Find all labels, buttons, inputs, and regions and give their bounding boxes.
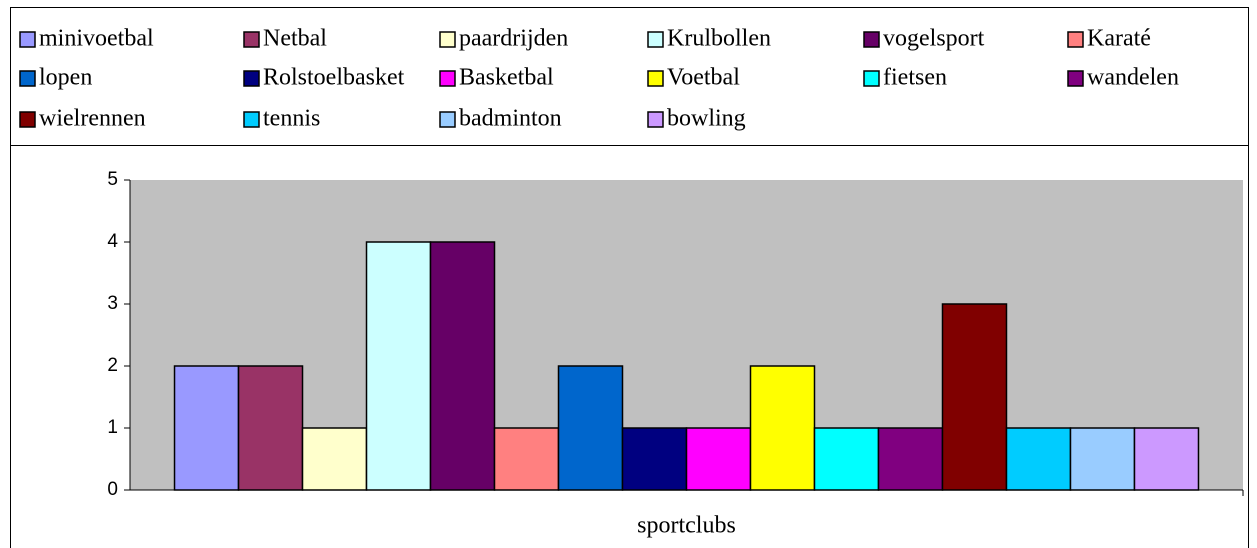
bar <box>173 365 240 491</box>
legend-label: Basketbal <box>459 65 554 91</box>
y-tick-label: 3 <box>107 293 118 314</box>
bar <box>493 427 560 491</box>
legend-swatch <box>863 70 880 87</box>
y-tick-label: 2 <box>107 355 118 376</box>
y-tick-label: 1 <box>107 417 118 438</box>
bar <box>941 303 1008 491</box>
bar <box>237 365 304 491</box>
y-tick-label: 4 <box>107 231 118 252</box>
legend-swatch <box>1067 70 1084 87</box>
bar <box>1133 427 1200 491</box>
legend-label: paardrijden <box>459 26 568 52</box>
legend-swatch <box>647 70 664 87</box>
legend-label: badminton <box>459 106 562 132</box>
bar <box>1069 427 1136 491</box>
legend-label: Krulbollen <box>667 26 771 52</box>
legend-swatch <box>19 111 36 128</box>
legend-swatch <box>1067 31 1084 48</box>
legend-label: wielrennen <box>39 106 146 132</box>
y-tick-label: 5 <box>107 169 118 190</box>
legend-swatch <box>19 31 36 48</box>
legend-swatch <box>647 31 664 48</box>
bar <box>749 365 816 491</box>
legend-swatch <box>439 31 456 48</box>
legend-swatch <box>19 70 36 87</box>
legend-swatch <box>439 111 456 128</box>
legend-label: bowling <box>667 106 746 132</box>
legend-swatch <box>863 31 880 48</box>
legend-box <box>10 7 1249 146</box>
legend-label: Voetbal <box>667 65 740 91</box>
legend-swatch <box>243 111 260 128</box>
bar <box>685 427 752 491</box>
bar <box>1005 427 1072 491</box>
legend-swatch <box>647 111 664 128</box>
bar <box>621 427 688 491</box>
legend-swatch <box>243 70 260 87</box>
legend-swatch <box>439 70 456 87</box>
legend-label: Netbal <box>263 26 327 52</box>
legend-label: Karaté <box>1087 26 1151 52</box>
legend-label: tennis <box>263 106 320 132</box>
legend-label: wandelen <box>1087 65 1179 91</box>
bar <box>877 427 944 491</box>
legend-label: lopen <box>39 65 92 91</box>
y-tick-label: 0 <box>107 479 118 500</box>
legend-label: minivoetbal <box>39 26 154 52</box>
bar <box>365 241 432 491</box>
bar <box>557 365 624 491</box>
legend-label: Rolstoelbasket <box>263 65 405 91</box>
bar <box>813 427 880 491</box>
legend-label: fietsen <box>883 65 947 91</box>
bar <box>301 427 368 491</box>
x-tick-label: sportclubs <box>637 513 736 539</box>
legend-label: vogelsport <box>883 26 985 52</box>
bar <box>429 241 496 491</box>
legend-swatch <box>243 31 260 48</box>
